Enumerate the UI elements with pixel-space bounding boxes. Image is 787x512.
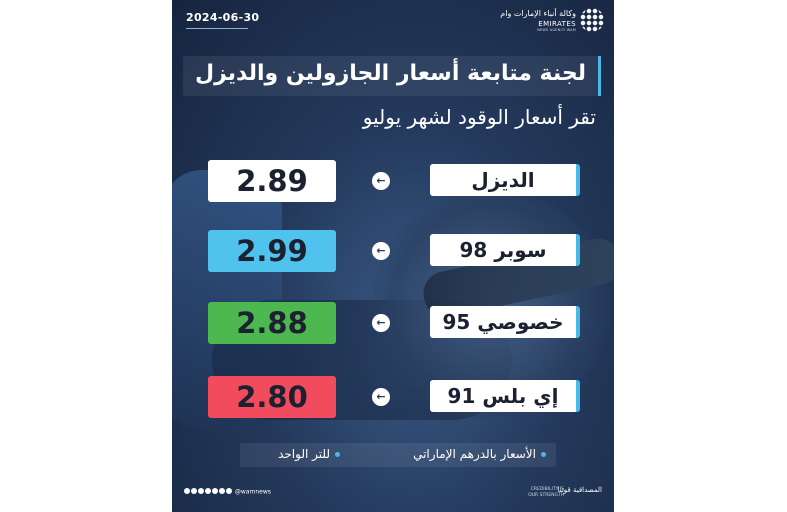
- bullet-dot-icon: [541, 452, 546, 457]
- arrow-left-icon: ←: [372, 172, 390, 190]
- price-box-eplus91: 2.80: [208, 376, 336, 418]
- slogan-english: CREDIBILITY IS OUR STRENGTH: [528, 487, 564, 498]
- slogan-arabic: المصداقية قوتنا: [557, 486, 602, 494]
- note-unit: للتر الواحد: [278, 447, 340, 461]
- notes-bar: الأسعار بالدرهم الإماراتي للتر الواحد: [240, 443, 556, 467]
- price-box-special95: 2.88: [208, 302, 336, 344]
- fuel-label-special95: خصوصي 95: [430, 306, 580, 338]
- wam-globe-icon: [580, 8, 604, 32]
- arrow-left-icon: ←: [372, 242, 390, 260]
- logo-english-text: EMIRATES: [538, 20, 576, 28]
- page-title: لجنة متابعة أسعار الجازولين والديزل: [195, 61, 586, 86]
- note-currency-text: الأسعار بالدرهم الإماراتي: [413, 447, 536, 461]
- infographic-card: 2024-06-30 وكالة أنباء الإمارات وام EMIR…: [172, 0, 614, 512]
- fuel-row-special95: 2.88 ← خصوصي 95: [172, 302, 614, 344]
- social-footer: @wamnews: [184, 488, 271, 496]
- price-box-diesel: 2.89: [208, 160, 336, 202]
- title-banner: لجنة متابعة أسعار الجازولين والديزل: [183, 56, 601, 96]
- date-label: 2024-06-30: [186, 11, 260, 24]
- fuel-row-eplus91: 2.80 ← إي بلس 91: [172, 376, 614, 418]
- price-box-super98: 2.99: [208, 230, 336, 272]
- arrow-left-icon: ←: [372, 388, 390, 406]
- bullet-dot-icon: [335, 452, 340, 457]
- note-currency: الأسعار بالدرهم الإماراتي: [413, 447, 546, 461]
- fuel-label-diesel: الديزل: [430, 164, 580, 196]
- fuel-row-diesel: 2.89 ← الديزل: [172, 160, 614, 202]
- social-icons: [184, 488, 233, 496]
- note-unit-text: للتر الواحد: [278, 447, 330, 461]
- fuel-row-super98: 2.99 ← سوبر 98: [172, 230, 614, 272]
- logo-sub-text: NEWS AGENCY WAM: [537, 28, 576, 32]
- arrow-left-icon: ←: [372, 314, 390, 332]
- wam-logo: وكالة أنباء الإمارات وام EMIRATES NEWS A…: [500, 6, 604, 36]
- date-underline: [186, 28, 248, 29]
- page-subtitle: تقر أسعار الوقود لشهر يوليو: [362, 105, 596, 129]
- social-handle: @wamnews: [234, 488, 271, 496]
- fuel-label-super98: سوبر 98: [430, 234, 580, 266]
- fuel-label-eplus91: إي بلس 91: [430, 380, 580, 412]
- logo-arabic-text: وكالة أنباء الإمارات وام: [500, 9, 576, 18]
